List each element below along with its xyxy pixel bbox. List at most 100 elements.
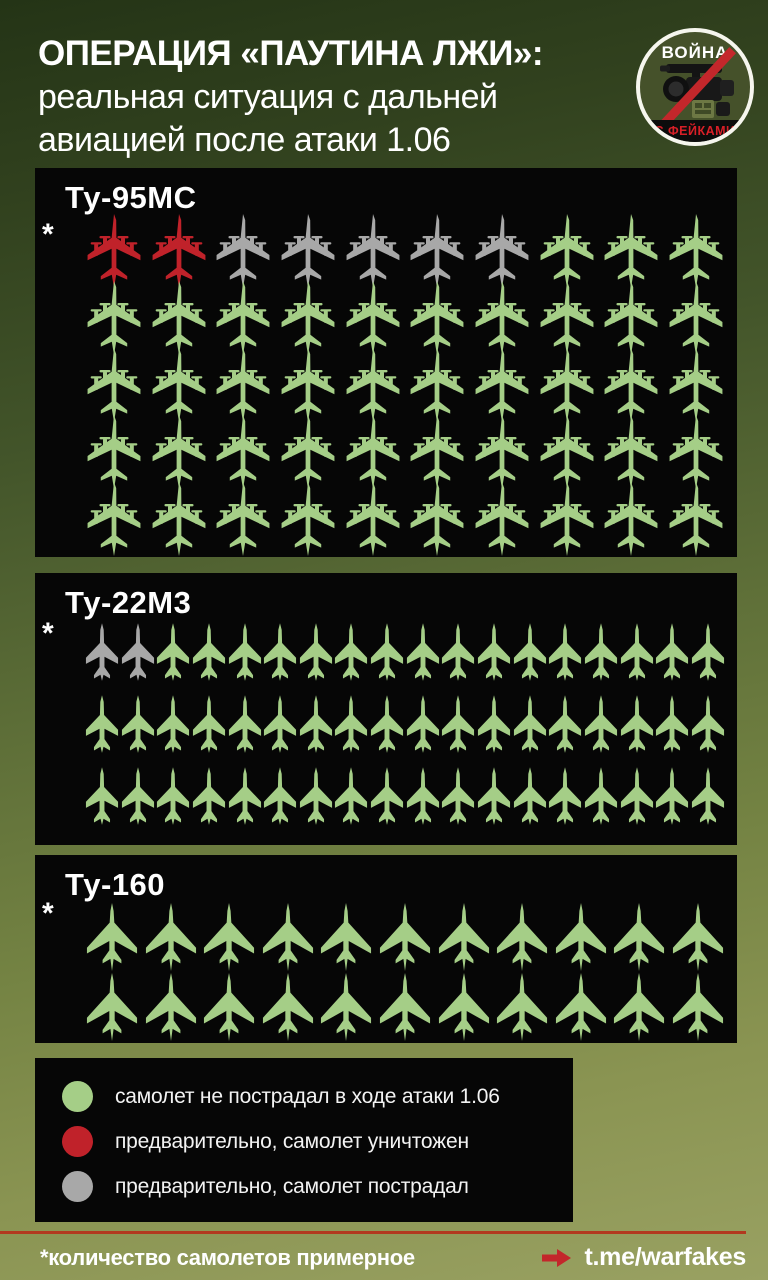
- asterisk-note-marker: *: [42, 897, 54, 930]
- title-line-2: реальная ситуация с дальней: [38, 78, 498, 116]
- plane-icon-ok: [85, 348, 143, 422]
- plane-icon-ok: [655, 767, 689, 826]
- plane-row: [85, 623, 725, 695]
- plane-icon-ok: [85, 695, 119, 754]
- plane-icon-ok: [538, 281, 596, 355]
- plane-icon-ok: [602, 482, 660, 556]
- plane-icon-ok: [263, 623, 297, 682]
- plane-icon-damaged: [408, 214, 466, 288]
- legend-label-ok: самолет не пострадал в ходе атаки 1.06: [115, 1084, 500, 1108]
- plane-icon-ok: [408, 482, 466, 556]
- plane-icon-ok: [334, 623, 368, 682]
- plane-row: [85, 281, 725, 348]
- plane-icon-ok: [228, 695, 262, 754]
- plane-icon-ok: [477, 695, 511, 754]
- plane-icon-ok: [602, 281, 660, 355]
- plane-icon-ok: [299, 767, 333, 826]
- plane-icon-ok: [671, 903, 725, 971]
- plane-icon-ok: [121, 695, 155, 754]
- plane-icon-ok: [261, 973, 315, 1041]
- footer-divider: [0, 1231, 746, 1234]
- plane-icon-ok: [655, 695, 689, 754]
- plane-icon-destroyed: [85, 214, 143, 288]
- plane-row: [85, 214, 725, 281]
- plane-icon-ok: [548, 623, 582, 682]
- plane-icon-ok: [441, 623, 475, 682]
- plane-icon-ok: [602, 214, 660, 288]
- plane-icon-ok: [279, 348, 337, 422]
- panel-tu160: Ту-160 *: [35, 855, 737, 1043]
- video-camera-icon: [660, 64, 734, 118]
- plane-icon-ok: [214, 348, 272, 422]
- plane-icon-ok: [344, 482, 402, 556]
- plane-icon-ok: [538, 415, 596, 489]
- plane-icon-ok: [370, 695, 404, 754]
- plane-icon-ok: [263, 767, 297, 826]
- plane-icon-damaged: [473, 214, 531, 288]
- telegram-link[interactable]: t.me/warfakes: [584, 1243, 747, 1271]
- plane-icon-ok: [261, 903, 315, 971]
- plane-icon-ok: [214, 281, 272, 355]
- plane-icon-destroyed: [150, 214, 208, 288]
- legend-item-destroyed: предварительно, самолет уничтожен: [62, 1119, 573, 1164]
- plane-icon-ok: [156, 695, 190, 754]
- plane-icon-ok: [667, 482, 725, 556]
- plane-row: [85, 415, 725, 482]
- plane-row: [85, 695, 725, 767]
- plane-icon-ok: [202, 903, 256, 971]
- plane-icon-ok: [620, 695, 654, 754]
- legend-label-damaged: предварительно, самолет пострадал: [115, 1174, 469, 1198]
- plane-icon-ok: [477, 623, 511, 682]
- plane-icon-ok: [150, 348, 208, 422]
- plane-icon-ok: [202, 973, 256, 1041]
- plane-icon-ok: [437, 903, 491, 971]
- plane-icon-ok: [150, 482, 208, 556]
- plane-icon-ok: [228, 767, 262, 826]
- plane-icon-ok: [334, 695, 368, 754]
- plane-icon-ok: [370, 767, 404, 826]
- legend-dot-green: [62, 1081, 93, 1112]
- plane-icon-ok: [144, 903, 198, 971]
- legend-label-destroyed: предварительно, самолет уничтожен: [115, 1129, 469, 1153]
- plane-icon-ok: [344, 281, 402, 355]
- footer-link-row: t.me/warfakes: [541, 1243, 747, 1272]
- plane-icon-ok: [495, 973, 549, 1041]
- plane-icon-ok: [319, 903, 373, 971]
- panel-title-tu160: Ту-160: [65, 867, 166, 902]
- plane-icon-ok: [612, 973, 666, 1041]
- plane-icon-ok: [370, 623, 404, 682]
- plane-row: [85, 767, 725, 839]
- plane-icon-ok: [378, 903, 432, 971]
- plane-icon-ok: [441, 695, 475, 754]
- plane-icon-ok: [612, 903, 666, 971]
- plane-icon-ok: [513, 767, 547, 826]
- plane-icon-ok: [602, 415, 660, 489]
- plane-icon-ok: [156, 767, 190, 826]
- plane-icon-ok: [495, 903, 549, 971]
- plane-icon-ok: [667, 348, 725, 422]
- plane-icon-ok: [473, 482, 531, 556]
- plane-grid-tu22m3: [85, 623, 725, 839]
- title-line-3: авиацией после атаки 1.06: [38, 121, 451, 159]
- plane-icon-ok: [156, 623, 190, 682]
- plane-icon-ok: [334, 767, 368, 826]
- plane-icon-damaged: [121, 623, 155, 682]
- plane-grid-tu95ms: [85, 214, 725, 549]
- plane-icon-ok: [554, 973, 608, 1041]
- plane-icon-ok: [602, 348, 660, 422]
- plane-icon-ok: [584, 767, 618, 826]
- asterisk-note-marker: *: [42, 617, 54, 650]
- page-title: ОПЕРАЦИЯ «ПАУТИНА ЛЖИ»: реальная ситуаци…: [38, 32, 544, 162]
- plane-icon-ok: [144, 973, 198, 1041]
- plane-icon-ok: [691, 623, 725, 682]
- plane-icon-ok: [214, 415, 272, 489]
- legend-item-damaged: предварительно, самолет пострадал: [62, 1164, 573, 1209]
- plane-icon-ok: [473, 415, 531, 489]
- plane-icon-ok: [279, 482, 337, 556]
- plane-icon-ok: [319, 973, 373, 1041]
- legend: самолет не пострадал в ходе атаки 1.06 п…: [35, 1058, 573, 1222]
- panel-title-tu22m3: Ту-22М3: [65, 585, 192, 620]
- plane-icon-ok: [671, 973, 725, 1041]
- plane-icon-ok: [378, 973, 432, 1041]
- right-arrow-icon: [541, 1248, 571, 1267]
